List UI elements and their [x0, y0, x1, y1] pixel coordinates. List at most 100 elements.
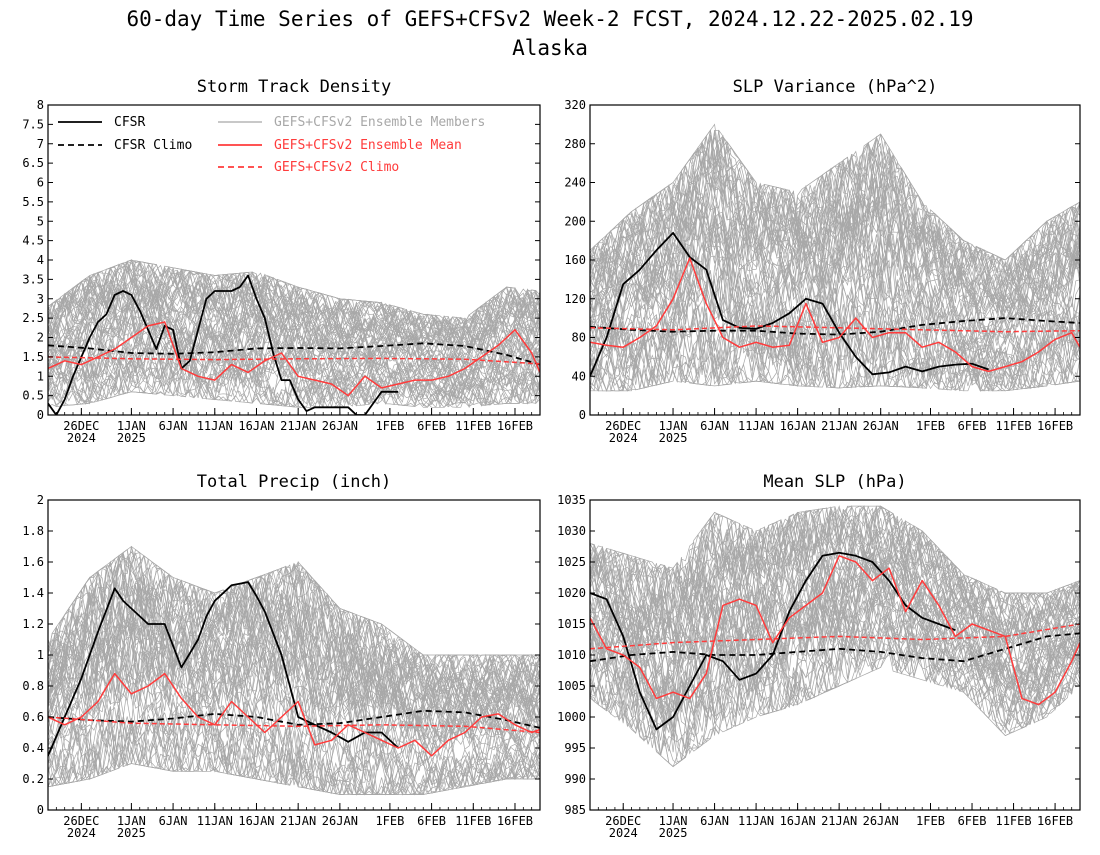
x-tick-label: 6JAN [700, 814, 729, 828]
x-tick-label: 26DEC [605, 419, 641, 433]
y-tick-label: 985 [564, 803, 586, 817]
ensemble-member-line [590, 580, 1080, 731]
x-tick-label: 26DEC [63, 814, 99, 828]
ensemble-member-line [48, 631, 540, 745]
x-tick-label: 11JAN [738, 814, 774, 828]
y-tick-label: 80 [572, 331, 586, 345]
ensemble-member-line [48, 568, 540, 701]
ensemble-member-line [590, 505, 1080, 624]
x-tick-label: 2025 [659, 826, 688, 840]
x-tick-label: 11FEB [995, 419, 1031, 433]
legend-label: GEFS+CFSv2 Climo [274, 160, 399, 175]
ensemble-member-line [48, 706, 540, 795]
panel-title: SLP Variance (hPa^2) [733, 77, 938, 97]
ensemble-member-line [590, 202, 1080, 328]
ensemble-member-line [590, 170, 1080, 309]
x-tick-label: 21JAN [280, 419, 316, 433]
ensemble-member-line [48, 720, 540, 796]
y-tick-label: 5.5 [22, 195, 44, 209]
ensemble-member-line [590, 509, 1080, 635]
y-tick-label: 4 [37, 253, 44, 267]
x-tick-label: 2025 [117, 431, 146, 445]
y-tick-label: 1.5 [22, 350, 44, 364]
ensemble-member-line [48, 340, 540, 403]
ensemble-member-line [48, 551, 540, 701]
y-tick-label: 1.4 [22, 586, 44, 600]
ensemble-member-line [590, 554, 1080, 683]
ensemble-member-line [590, 551, 1080, 708]
y-tick-label: 1015 [557, 617, 586, 631]
x-tick-label: 26JAN [863, 419, 899, 433]
ensemble-member-line [48, 709, 540, 795]
ensemble-member-line [590, 564, 1080, 691]
x-tick-label: 1FEB [375, 419, 404, 433]
plot-area [48, 258, 540, 415]
ensemble-member-line [48, 630, 540, 746]
y-tick-label: 2.5 [22, 311, 44, 325]
x-tick-label: 2024 [67, 826, 96, 840]
series-gefs-climo [48, 356, 540, 365]
ensemble-member-line [590, 536, 1080, 662]
ensemble-member-line [590, 130, 1080, 286]
ensemble-member-line [590, 617, 1080, 755]
y-tick-label: 0.2 [22, 772, 44, 786]
x-tick-label: 6FEB [417, 814, 446, 828]
ensemble-member-line [48, 343, 540, 402]
x-tick-label: 11JAN [738, 419, 774, 433]
ensemble-member-line [590, 620, 1080, 733]
series-gefs-climo [590, 623, 1080, 650]
x-tick-label: 6JAN [700, 419, 729, 433]
y-tick-label: 0.4 [22, 741, 44, 755]
y-tick-label: 7 [37, 137, 44, 151]
y-tick-label: 8 [37, 98, 44, 112]
x-tick-label: 11FEB [455, 814, 491, 828]
series-cfsr [48, 581, 399, 757]
y-tick-label: 6 [37, 176, 44, 190]
series-ensemble-mean [48, 321, 540, 397]
ensemble-member-line [48, 261, 540, 332]
x-tick-label: 21JAN [821, 814, 857, 828]
legend-item: CFSR Climo [58, 138, 192, 153]
x-tick-label: 26JAN [322, 419, 358, 433]
ensemble-member-line [48, 259, 540, 347]
ensemble-member-line [48, 291, 540, 375]
ensemble-member-line [48, 736, 540, 796]
y-tick-label: 1020 [557, 586, 586, 600]
series-cfsr-climo [590, 632, 1080, 663]
ensemble-member-line [48, 260, 540, 334]
panel-3: Mean SLP (hPa) 985 990 995 1000 1005 1010 1015 1… [557, 472, 1081, 840]
ensemble-member-line [48, 348, 540, 408]
ensemble-member-line [590, 589, 1080, 704]
ensemble-member-line [590, 513, 1080, 653]
series-cfsr [48, 274, 399, 415]
ensemble-member-line [590, 129, 1080, 314]
x-tick-label: 16FEB [1037, 814, 1073, 828]
ensemble-member-line [48, 331, 540, 405]
panel-title: Mean SLP (hPa) [763, 472, 906, 492]
y-tick-label: 1 [37, 369, 44, 383]
y-tick-label: 3.5 [22, 272, 44, 286]
y-tick-label: 1 [37, 648, 44, 662]
y-tick-label: 0.5 [22, 389, 44, 403]
y-tick-label: 1000 [557, 710, 586, 724]
panel-0: Storm Track Density 0 0.5 1 1.5 2 2.5 3 3.5 4 4.5 5… [22, 77, 541, 445]
legend-item: GEFS+CFSv2 Ensemble Mean [218, 138, 462, 153]
ensemble-member-line [590, 150, 1080, 314]
panel-1: SLP Variance (hPa^2) 0 40 80 120 160 200 240 280… [564, 77, 1081, 445]
ensemble-member-line [590, 237, 1080, 354]
ensemble-member-line [48, 259, 540, 336]
ensemble-member-line [48, 676, 540, 783]
panel-title: Total Precip (inch) [197, 472, 391, 492]
y-tick-label: 1.2 [22, 617, 44, 631]
x-tick-label: 6FEB [417, 419, 446, 433]
ensemble-member-line [48, 260, 540, 340]
x-tick-label: 16FEB [1037, 419, 1073, 433]
ensemble-member-line [590, 154, 1080, 293]
legend-label: GEFS+CFSv2 Ensemble Members [274, 115, 485, 130]
x-tick-label: 16FEB [497, 419, 533, 433]
ensemble-member-line [48, 260, 540, 347]
y-tick-label: 4.5 [22, 234, 44, 248]
ensemble-member-line [590, 198, 1080, 312]
ensemble-member-line [590, 575, 1080, 721]
y-tick-label: 995 [564, 741, 586, 755]
